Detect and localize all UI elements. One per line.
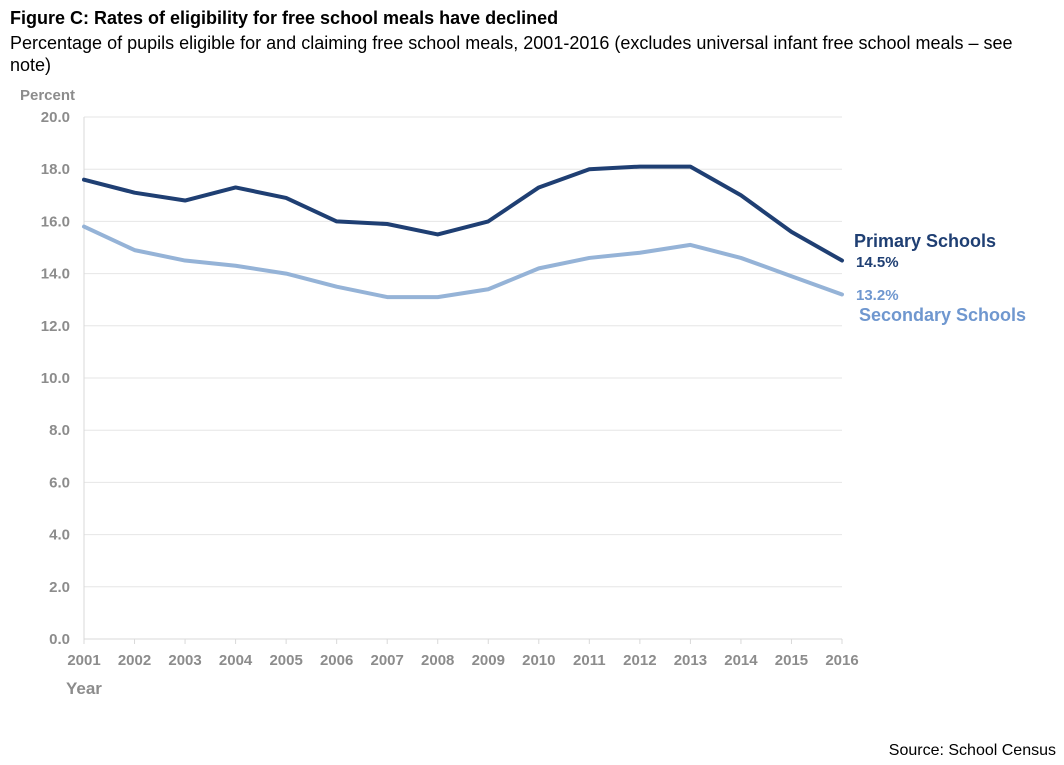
y-tick-label: 20.0 bbox=[41, 109, 70, 126]
y-tick-label: 12.0 bbox=[41, 318, 70, 335]
x-tick-label: 2014 bbox=[724, 652, 758, 669]
gridlines bbox=[84, 116, 842, 588]
secondary-schools-line bbox=[82, 224, 844, 300]
series-labels: Primary Schools 14.5% 13.2%Secondary Schoo… bbox=[854, 231, 1026, 325]
primary-series-label: Primary Schools bbox=[854, 231, 996, 251]
tick-labels: 0.0 2.0 4.0 6.0 8.0 10.0 12.0 14.0 16.0 18.0 20.0 2… bbox=[41, 109, 859, 669]
y-tick-label: 14.0 bbox=[41, 266, 70, 283]
x-tick-label: 2006 bbox=[320, 652, 353, 669]
secondary-end-value: 13.2% bbox=[856, 287, 899, 304]
y-tick-label: 6.0 bbox=[49, 474, 70, 491]
y-tick-label: 2.0 bbox=[49, 579, 70, 596]
primary-end-value: 14.5% bbox=[856, 254, 899, 271]
y-tick-label: 0.0 bbox=[49, 631, 70, 648]
chart-title: Figure C: Rates of eligibility for free … bbox=[10, 8, 559, 28]
primary-schools-line bbox=[82, 164, 844, 263]
x-tick-label: 2010 bbox=[522, 652, 555, 669]
x-tick-label: 2015 bbox=[775, 652, 808, 669]
y-tick-label: 4.0 bbox=[49, 527, 70, 544]
axes bbox=[83, 117, 843, 644]
x-tick-label: 2001 bbox=[67, 652, 100, 669]
series-lines bbox=[82, 164, 844, 300]
y-tick-label: 16.0 bbox=[41, 213, 70, 230]
x-tick-label: 2003 bbox=[168, 652, 201, 669]
chart-subtitle: Percentage of pupils eligible for and cl… bbox=[10, 33, 1013, 75]
y-tick-label: 8.0 bbox=[49, 422, 70, 439]
y-tick-label: 10.0 bbox=[41, 370, 70, 387]
x-tick-label: 2009 bbox=[472, 652, 505, 669]
source-note: Source: School Census bbox=[888, 742, 1056, 759]
x-tick-label: 2011 bbox=[573, 652, 606, 669]
y-axis-title: Percent bbox=[20, 87, 75, 104]
x-tick-label: 2007 bbox=[371, 652, 404, 669]
x-tick-label: 2008 bbox=[421, 652, 454, 669]
secondary-series-label: Secondary Schools bbox=[859, 305, 1026, 325]
y-tick-label: 18.0 bbox=[41, 161, 70, 178]
x-tick-label: 2004 bbox=[219, 652, 253, 669]
x-tick-label: 2002 bbox=[118, 652, 151, 669]
x-tick-label: 2013 bbox=[674, 652, 707, 669]
x-tick-label: 2005 bbox=[269, 652, 302, 669]
x-tick-label: 2012 bbox=[623, 652, 656, 669]
x-tick-label: 2016 bbox=[825, 652, 858, 669]
x-axis-title: Year bbox=[66, 679, 102, 698]
